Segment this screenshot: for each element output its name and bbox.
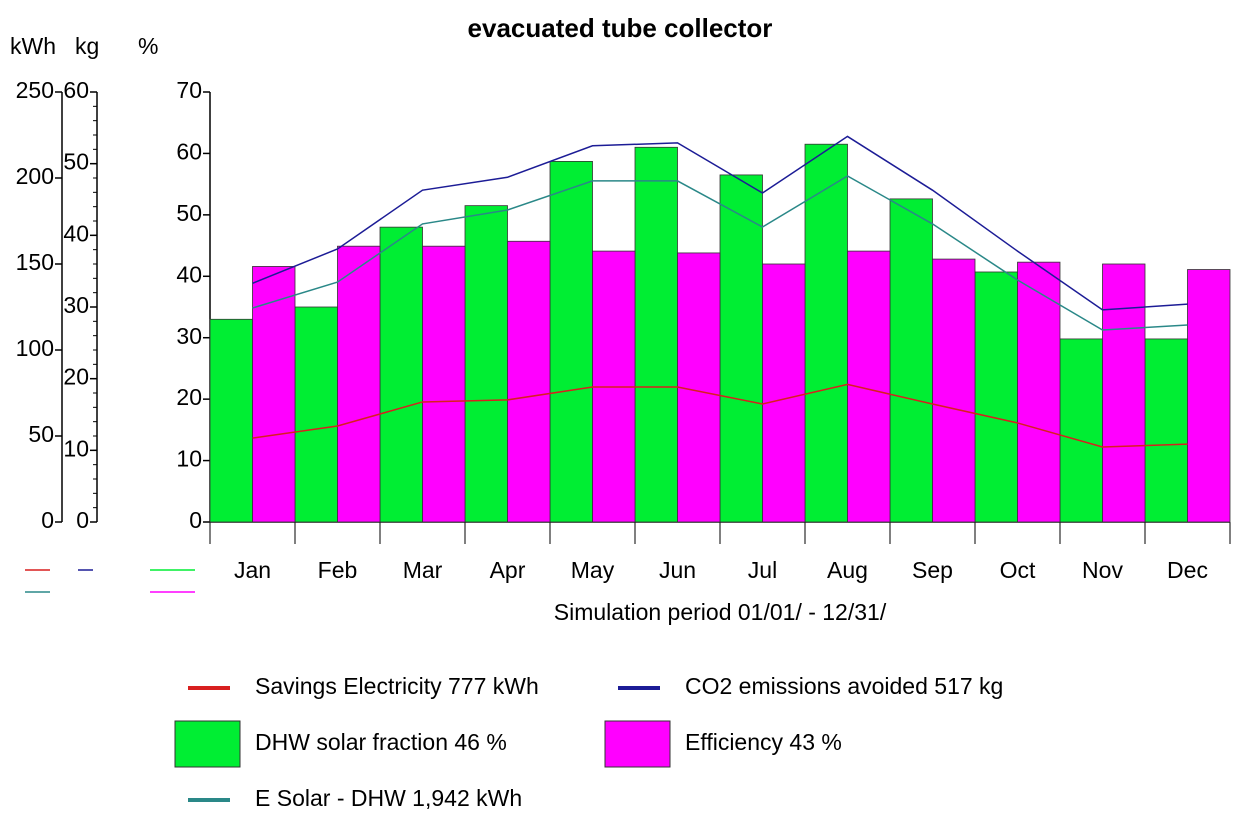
y2-tick-label: 150 [16,249,54,275]
x-tick-label: Sep [912,557,953,583]
bar [422,245,466,523]
line [252,175,1188,331]
y3-tick-label: 50 [63,149,89,175]
y3-tick-label: 40 [63,220,89,246]
y2-tick-label: 100 [16,335,54,361]
x-tick-label: Oct [1000,557,1036,583]
bar [677,252,721,523]
x-tick-label: Mar [403,557,443,583]
x-tick-label: Apr [490,557,526,583]
chart-title: evacuated tube collector [468,13,773,43]
y2-tick-label: 200 [16,163,54,189]
bar [719,174,763,523]
y2-tick-label: 0 [41,507,54,533]
x-axis-label: Simulation period 01/01/ - 12/31/ [554,599,887,625]
bar [1187,269,1231,523]
y3-tick-label: 10 [63,435,89,461]
line [252,383,1188,448]
y2-axis-label: kWh [10,33,56,59]
bar [804,143,848,523]
bar [464,205,508,523]
y-tick-label: 30 [176,323,202,349]
bar [252,266,296,523]
x-tick-label: Jun [659,557,696,583]
bar [974,271,1018,523]
x-tick-label: May [571,557,615,583]
y3-tick-label: 0 [76,507,89,533]
legend-swatch [174,720,241,768]
y-tick-label: 50 [176,200,202,226]
y3-axis-label: kg [75,33,99,59]
bar [379,226,423,523]
y-tick-label: 70 [176,77,202,103]
line [252,135,1188,311]
x-tick-label: Jan [234,557,271,583]
legend-label: Efficiency 43 % [685,729,842,755]
bar [294,306,338,523]
y-tick-label: 20 [176,384,202,410]
y2-tick-label: 50 [28,421,54,447]
y3-tick-label: 20 [63,364,89,390]
y-tick-label: 0 [189,507,202,533]
x-tick-label: Aug [827,557,868,583]
bar [762,263,806,523]
y3-tick-label: 60 [63,77,89,103]
x-tick-label: Dec [1167,557,1208,583]
legend-label: CO2 emissions avoided 517 kg [685,673,1003,699]
y-tick-label: 60 [176,139,202,165]
bar [634,146,678,523]
y-axis-label: % [138,33,158,59]
bar [549,161,593,523]
x-tick-label: Jul [748,557,777,583]
y-tick-label: 10 [176,446,202,472]
legend-label: DHW solar fraction 46 % [255,729,507,755]
y3-tick-label: 30 [63,292,89,318]
bar [1144,338,1188,523]
y2-tick-label: 250 [16,77,54,103]
bar [337,245,381,523]
legend-swatch [604,720,671,768]
bar [209,318,253,523]
bar [932,258,976,523]
x-tick-label: Nov [1082,557,1123,583]
legend-label: Savings Electricity 777 kWh [255,673,539,699]
y-tick-label: 40 [176,261,202,287]
bar [507,240,551,523]
legend-label: E Solar - DHW 1,942 kWh [255,785,522,811]
bar [889,198,933,523]
x-tick-label: Feb [318,557,358,583]
bar [1102,263,1146,523]
bar [1059,338,1103,523]
bar [1017,261,1061,523]
